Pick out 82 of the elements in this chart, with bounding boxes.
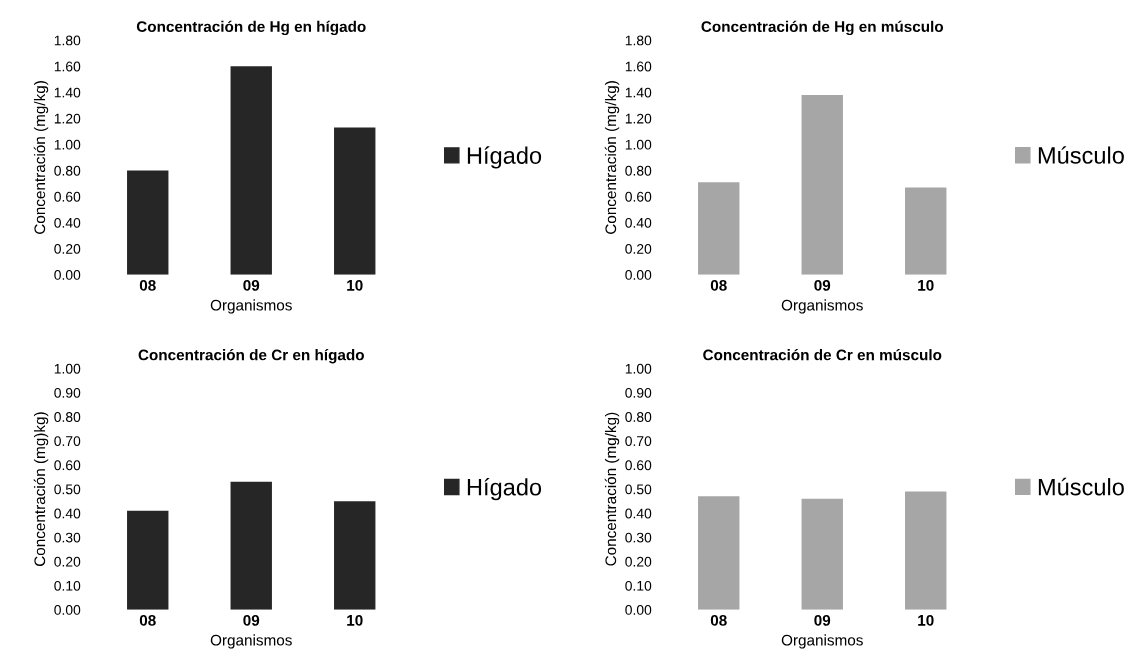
x-tick-label: 09 [243, 279, 260, 291]
legend-label: Músculo [1038, 146, 1124, 164]
y-tick-label: 0.30 [54, 532, 81, 543]
y-tick-label: 0.20 [625, 556, 652, 567]
x-tick-label: 10 [918, 279, 934, 291]
y-tick-label: 1.40 [625, 87, 652, 98]
bar [801, 94, 843, 275]
y-tick-label: 1.20 [54, 113, 81, 124]
y-tick-label: 0.80 [54, 165, 81, 176]
y-tick-label: 0.00 [625, 605, 652, 615]
x-tick-label: 10 [918, 614, 934, 626]
y-tick-label: 0.00 [54, 270, 81, 280]
x-axis-title: Organismos [781, 634, 863, 649]
y-axis-title: Concentración (mg)kg) [33, 412, 49, 567]
bar [230, 481, 272, 610]
x-axis-title: Organismos [781, 299, 863, 314]
chart-title: Concentración de Cr en músculo [703, 348, 942, 361]
y-axis-title: Concentración (mg/kg) [33, 81, 49, 234]
y-tick-label: 1.80 [54, 35, 81, 46]
y-tick-label: 1.80 [625, 35, 652, 46]
y-tick-label: 0.00 [625, 270, 652, 280]
y-tick-label: 0.40 [625, 508, 652, 519]
y-tick-label: 0.90 [54, 387, 81, 398]
y-tick-label: 1.60 [54, 61, 81, 72]
y-tick-label: 0.80 [625, 165, 652, 176]
y-tick-label: 1.20 [625, 113, 652, 124]
x-tick-label: 09 [243, 614, 260, 626]
y-tick-label: 1.00 [54, 363, 81, 374]
y-tick-label: 1.60 [625, 61, 652, 72]
y-tick-label: 1.40 [54, 87, 81, 98]
y-tick-label: 0.90 [625, 387, 652, 398]
bar [127, 170, 169, 275]
y-tick-label: 0.80 [625, 412, 652, 422]
y-tick-label: 0.30 [625, 532, 652, 543]
x-tick-label: 08 [139, 279, 156, 291]
x-axis-title: Organismos [210, 299, 292, 314]
bar [905, 491, 947, 610]
bar [698, 496, 740, 610]
bar [801, 498, 843, 610]
x-tick-label: 10 [347, 614, 363, 626]
x-tick-label: 08 [710, 614, 727, 626]
y-tick-label: 0.40 [625, 217, 652, 228]
y-tick-label: 0.60 [625, 191, 652, 202]
bar [127, 510, 169, 610]
bar [334, 127, 376, 275]
y-tick-label: 0.60 [625, 460, 652, 471]
y-axis-title: Concentración (mg/kg) [604, 81, 620, 234]
chart-title: Concentración de Cr en hígado [138, 348, 364, 364]
y-tick-label: 0.70 [54, 436, 81, 447]
y-tick-label: 1.00 [625, 139, 652, 150]
y-tick-label: 0.20 [54, 243, 81, 254]
y-tick-label: 0.10 [54, 580, 81, 591]
chart-title: Concentración de Hg en músculo [701, 20, 944, 36]
y-tick-label: 0.50 [625, 484, 652, 495]
bar [334, 501, 376, 610]
x-tick-label: 08 [710, 279, 727, 291]
x-tick-label: 08 [139, 614, 156, 626]
bar [698, 182, 740, 275]
legend-label: Hígado [467, 477, 542, 501]
x-tick-label: 09 [814, 279, 831, 291]
y-tick-label: 1.00 [625, 363, 652, 374]
legend-label: Hígado [467, 146, 542, 169]
y-tick-label: 0.50 [54, 484, 81, 495]
y-tick-label: 0.70 [625, 436, 652, 447]
y-tick-label: 0.40 [54, 508, 81, 519]
bar [905, 187, 947, 275]
y-tick-label: 0.60 [54, 460, 81, 471]
y-tick-label: 0.80 [54, 412, 81, 422]
bar [230, 66, 272, 275]
y-tick-label: 0.00 [54, 605, 81, 615]
legend-label: Músculo [1038, 477, 1124, 496]
chart-title: Concentración de Hg en hígado [136, 20, 366, 36]
y-tick-label: 0.20 [625, 243, 652, 254]
x-tick-label: 09 [814, 614, 831, 626]
y-tick-label: 0.60 [54, 191, 81, 202]
x-tick-label: 10 [347, 279, 363, 291]
y-tick-label: 0.40 [54, 217, 81, 228]
x-axis-title: Organismos [210, 634, 292, 649]
y-tick-label: 1.00 [54, 139, 81, 150]
y-tick-label: 0.10 [625, 580, 652, 591]
y-tick-label: 0.20 [54, 556, 81, 567]
y-axis-title: Concentración (mg/kg) [604, 412, 620, 566]
